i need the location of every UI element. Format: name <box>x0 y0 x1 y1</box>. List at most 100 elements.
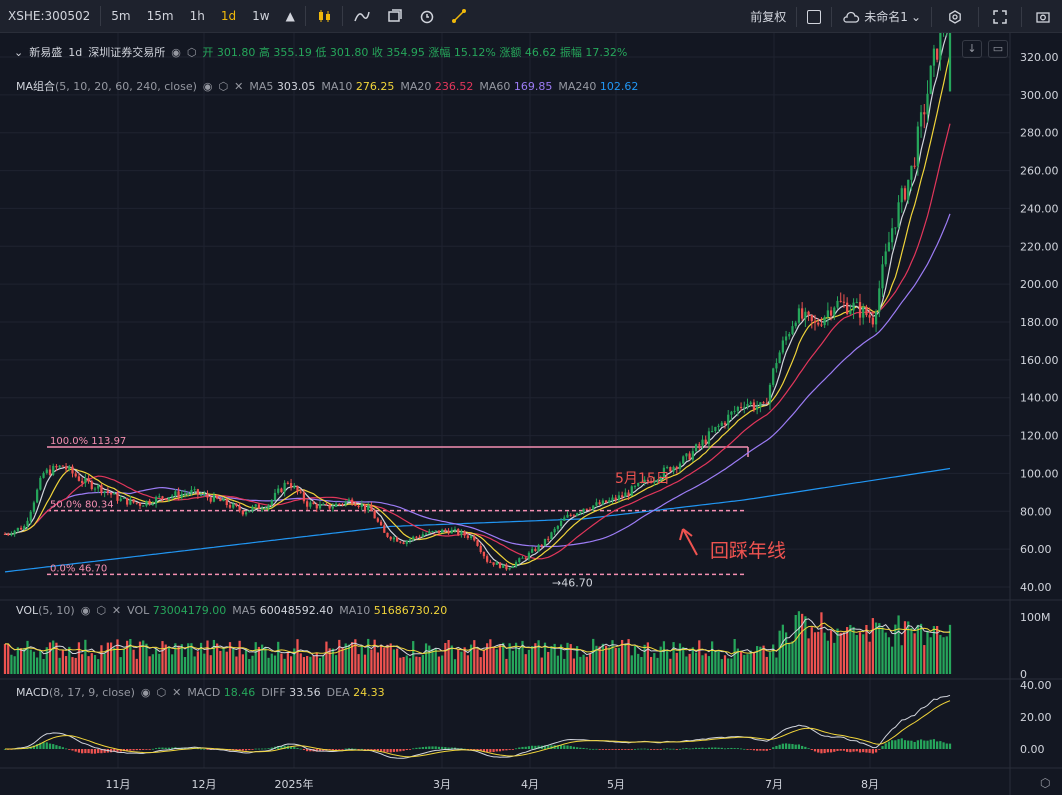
volume-bar <box>203 653 206 674</box>
volume-bar <box>273 655 277 674</box>
candle-body <box>878 288 881 312</box>
volume-bar <box>344 643 347 674</box>
volume-bar <box>919 623 923 674</box>
macd-histogram-bar <box>61 747 64 749</box>
macd-histogram-bar <box>881 746 884 749</box>
macd-histogram-bar <box>736 748 739 749</box>
candle-body <box>396 537 399 542</box>
layout-icon[interactable] <box>379 0 411 33</box>
settings-icon[interactable]: ⬡ <box>156 686 167 699</box>
volume-bar <box>659 646 662 674</box>
snapshot-icon[interactable] <box>1024 0 1062 33</box>
symbol-legend: ⌄ 新易盛 1d 深圳证券交易所 ◉ ⬡ 开 301.80 高 355.19 低… <box>14 44 627 60</box>
candle-body <box>881 264 884 289</box>
interval-1w[interactable]: 1w <box>252 9 270 23</box>
candle-body <box>36 489 39 503</box>
eye-icon[interactable]: ◉ <box>171 45 181 59</box>
expand-icon[interactable] <box>981 0 1019 33</box>
candle-body <box>379 521 383 526</box>
collapse-chevron-icon[interactable]: ⌄ <box>14 45 24 59</box>
candlestick-icon[interactable] <box>308 0 340 33</box>
candle-body <box>791 326 794 334</box>
close-icon[interactable]: ✕ <box>234 79 244 93</box>
macd-histogram-bar <box>367 749 370 750</box>
candle-body <box>939 33 942 60</box>
volume-bar <box>81 654 84 674</box>
macd-histogram-bar <box>289 746 293 749</box>
macd-histogram-bar <box>81 749 84 754</box>
volume-bar <box>45 647 48 674</box>
candle-body <box>685 453 688 457</box>
volume-bar <box>511 650 514 674</box>
volume-bar <box>142 640 145 674</box>
candle-body <box>469 536 473 538</box>
interval-1h[interactable]: 1h <box>189 9 205 23</box>
candle-body <box>383 525 386 533</box>
macd-histogram-bar <box>897 739 900 749</box>
candle-body <box>813 320 817 323</box>
candle-body <box>608 500 611 503</box>
adjust-button[interactable]: 前复权 <box>750 10 787 24</box>
volume-bar <box>248 659 251 674</box>
macd-histogram-bar <box>318 749 322 752</box>
ma10-polyline <box>4 54 951 566</box>
fib-retracement[interactable] <box>47 446 749 576</box>
settings-icon[interactable] <box>934 0 976 33</box>
candle-body <box>187 493 190 495</box>
layout-name-button[interactable]: 未命名1 ⌄ <box>834 0 929 33</box>
eye-icon[interactable]: ◉ <box>80 604 91 617</box>
settings-icon[interactable]: ⬡ <box>96 604 106 617</box>
candle-body <box>829 310 833 316</box>
candle-body <box>572 515 576 517</box>
close-icon[interactable]: ✕ <box>172 686 182 699</box>
indicator-icon[interactable] <box>345 0 379 33</box>
candle-body <box>624 492 627 498</box>
alarm-icon[interactable] <box>411 0 443 33</box>
drawing-tool-icon[interactable] <box>443 0 475 33</box>
symbol-button[interactable]: XSHE:300502 <box>8 9 91 23</box>
maximize-icon[interactable]: ▭ <box>988 40 1008 58</box>
arrow-down-icon[interactable]: ↓ <box>962 40 982 58</box>
interval-dropdown-icon[interactable]: ▲ <box>285 9 295 23</box>
candle-body <box>582 508 585 512</box>
settings-icon[interactable]: ⬡ <box>186 45 197 59</box>
macd-histogram-bar <box>672 748 675 750</box>
chart-area[interactable]: 320.00 300.00 280.00 260.00 240.00 220.00 200.… <box>0 33 1062 795</box>
macd-histogram-bar <box>762 749 765 751</box>
eye-icon[interactable]: ◉ <box>140 686 151 699</box>
interval-1d[interactable]: 1d <box>220 9 237 23</box>
volume-bar <box>479 657 482 674</box>
close-icon[interactable]: ✕ <box>111 604 122 617</box>
price-tick-label: 60.00 <box>1020 543 1052 556</box>
settings-icon[interactable]: ⬡ <box>218 79 229 93</box>
candle-body <box>784 336 788 341</box>
candle-body <box>328 504 331 509</box>
macd-histogram-bar <box>254 748 257 750</box>
macd-histogram-bar <box>598 749 601 750</box>
interval-5m[interactable]: 5m <box>111 9 131 23</box>
ma-legend: MA组合 (5, 10, 20, 60, 240, close) ◉ ⬡ ✕ M… <box>16 78 638 94</box>
fullscreen-box-icon[interactable] <box>799 0 829 33</box>
macd-histogram-bar <box>203 748 206 750</box>
candle-body <box>209 497 212 502</box>
candle-body <box>669 467 672 472</box>
macd-histogram-bar <box>913 741 916 749</box>
symbol-name: 新易盛 <box>29 46 63 59</box>
volume-bar <box>412 641 415 674</box>
candle-body <box>312 502 315 505</box>
macd-histogram-bar <box>948 743 952 749</box>
eye-icon[interactable]: ◉ <box>202 79 213 93</box>
candle-body <box>81 480 84 484</box>
volume-bar <box>360 645 363 674</box>
candle-body <box>283 482 286 493</box>
macd-histogram-bar <box>746 749 749 750</box>
macd-histogram-bar <box>370 749 373 750</box>
macd-histogram-bar <box>460 748 463 750</box>
candle-body <box>842 301 846 303</box>
candle-body <box>71 466 74 474</box>
time-axis-settings-icon[interactable]: ⬡ <box>1040 776 1051 790</box>
candle-body <box>61 465 64 467</box>
price-axis[interactable]: 320.00 300.00 280.00 260.00 240.00 220.00 200.… <box>106 51 1059 791</box>
candle-body <box>907 179 910 200</box>
interval-15m[interactable]: 15m <box>146 9 174 23</box>
